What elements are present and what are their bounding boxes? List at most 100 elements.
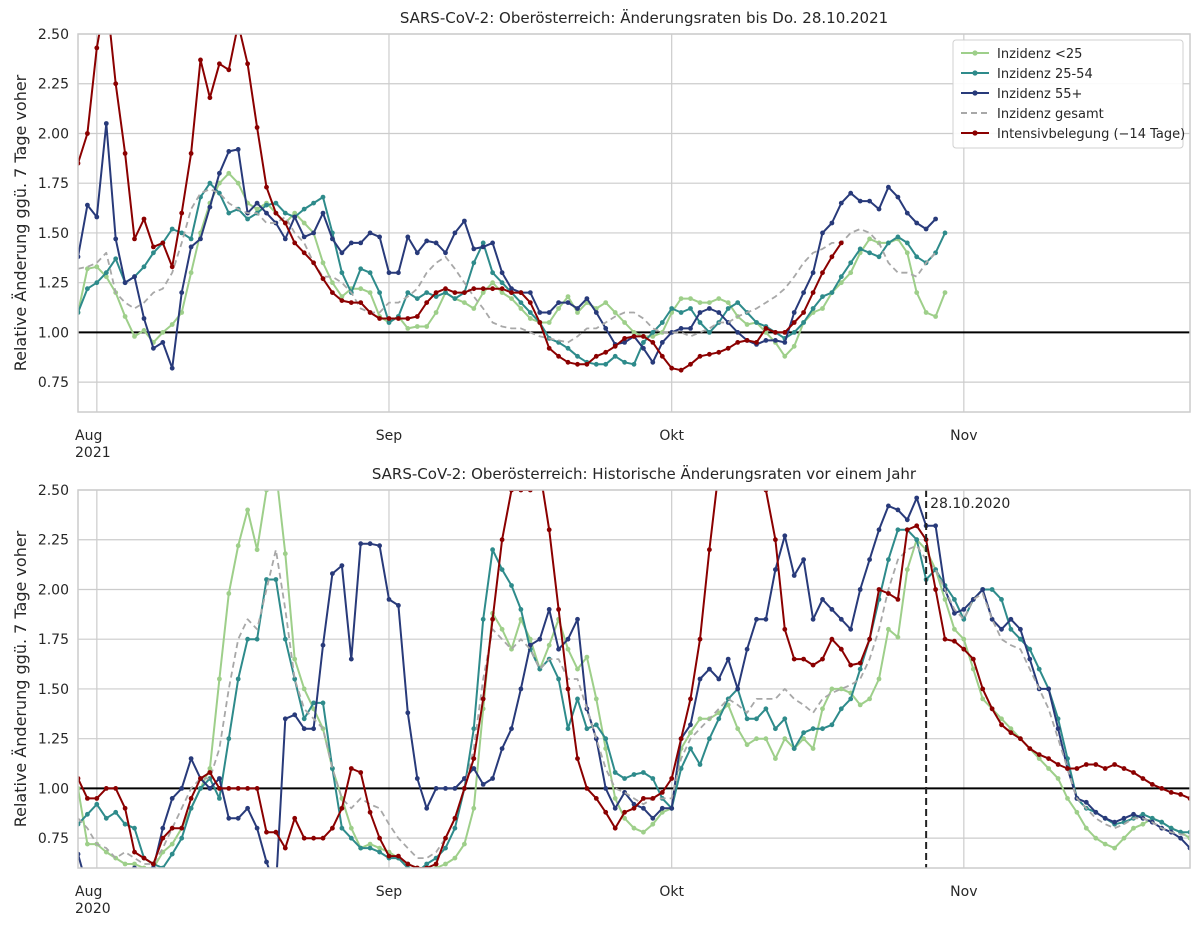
data-point [914, 220, 920, 226]
data-point [659, 353, 665, 359]
data-point [264, 859, 269, 865]
data-point [876, 206, 882, 212]
data-point [292, 214, 298, 220]
data-point [575, 361, 580, 367]
data-point [151, 250, 156, 256]
data-point [235, 180, 241, 186]
data-point [1168, 790, 1174, 795]
x-tick-label: Sep [376, 884, 403, 900]
data-point [132, 274, 137, 280]
y-tick-label: 2.00 [38, 582, 69, 598]
data-point [876, 676, 882, 682]
data-point [895, 527, 901, 533]
data-point [245, 805, 251, 811]
data-point [452, 825, 458, 831]
legend-box [952, 39, 1184, 149]
data-point [122, 805, 128, 811]
data-point [358, 845, 364, 851]
data-point [198, 57, 203, 63]
data-point [142, 876, 147, 881]
data-point [405, 234, 411, 240]
data-point [358, 770, 364, 775]
data-point [367, 290, 373, 295]
data-point [490, 776, 495, 781]
data-point [565, 686, 571, 692]
data-point [886, 240, 891, 246]
data-point [952, 610, 957, 616]
data-point [113, 786, 119, 791]
data-point [829, 722, 835, 728]
y-tick-label: 0.75 [38, 375, 69, 391]
data-point [933, 314, 938, 319]
data-point [499, 567, 505, 572]
data-point [160, 330, 166, 335]
data-point [122, 861, 128, 867]
data-point [650, 776, 656, 781]
data-point [697, 310, 703, 315]
data-point [735, 726, 741, 732]
data-point [330, 571, 335, 576]
data-point [405, 710, 411, 716]
data-point [245, 786, 251, 791]
data-point [433, 786, 439, 791]
data-point [744, 322, 750, 327]
data-point [452, 855, 458, 861]
series-total [78, 188, 937, 344]
data-point [1149, 815, 1155, 821]
data-point [1131, 825, 1136, 831]
data-point [443, 286, 448, 292]
data-point [245, 507, 251, 513]
data-point [245, 216, 251, 222]
data-point [386, 270, 392, 276]
data-point [377, 234, 382, 240]
data-point [386, 597, 392, 602]
data-point [688, 326, 693, 331]
data-point [1018, 636, 1023, 642]
data-point [103, 121, 109, 126]
data-point [433, 861, 439, 867]
data-point [188, 151, 194, 156]
data-point [631, 801, 637, 807]
data-point [810, 746, 816, 751]
data-point [575, 310, 580, 315]
data-point [688, 696, 693, 702]
data-point [707, 300, 712, 305]
data-point [725, 306, 731, 311]
data-point [452, 786, 458, 791]
data-point [433, 240, 439, 246]
data-point [546, 320, 552, 325]
data-point [188, 796, 194, 801]
data-point [292, 676, 298, 682]
data-point [801, 320, 806, 325]
data-point [546, 642, 552, 648]
data-point [85, 266, 90, 272]
data-point [480, 286, 486, 292]
data-point [301, 726, 307, 732]
data-point [264, 202, 269, 208]
data-point [631, 825, 637, 831]
data-point [1140, 821, 1146, 827]
data-point [1140, 776, 1146, 781]
data-point [744, 716, 750, 722]
data-point [904, 240, 910, 246]
data-point [169, 322, 175, 327]
data-point [433, 290, 439, 295]
data-point [273, 829, 279, 835]
y-tick-label: 2.50 [38, 27, 69, 43]
data-point [226, 786, 232, 791]
data-point [791, 310, 797, 315]
data-point [999, 597, 1004, 602]
data-point [179, 825, 185, 831]
data-point [367, 809, 373, 815]
data-point [735, 340, 741, 345]
data-point [414, 776, 420, 781]
data-point [311, 230, 316, 236]
data-point [217, 676, 222, 682]
data-point [688, 730, 693, 736]
plot-frame [77, 33, 1191, 413]
data-point [339, 270, 345, 276]
data-point [622, 320, 627, 325]
legend-marker [972, 70, 978, 76]
data-point [462, 786, 467, 791]
